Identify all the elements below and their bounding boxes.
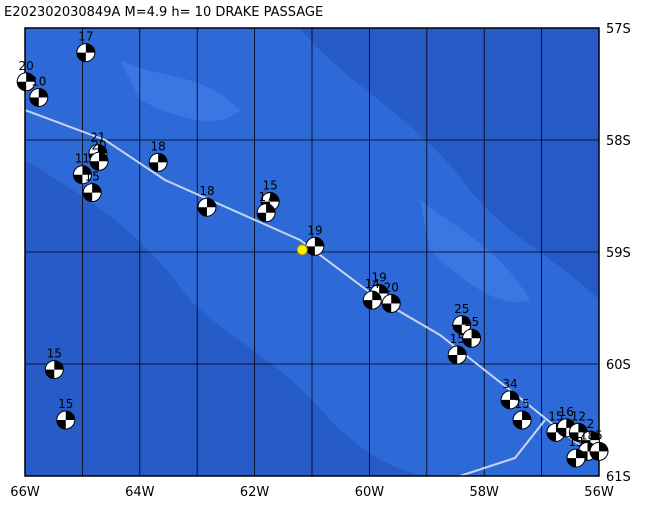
focal-mechanism: [256, 203, 276, 223]
event-depth-label: 5: [595, 428, 603, 442]
focal-mechanism: [76, 43, 96, 63]
event-depth-label: 11: [75, 152, 90, 166]
event-depth-label: 17: [258, 190, 273, 204]
beachball-compression: [90, 152, 109, 171]
event-depth-label: 16: [559, 405, 574, 419]
y-tick-label: 60S: [606, 358, 631, 373]
event-depth-label: 21: [90, 130, 105, 144]
event-depth-label: 15: [464, 315, 479, 329]
focal-mechanism: [452, 315, 472, 335]
y-tick-label: 57S: [606, 22, 631, 37]
beachball-compression: [73, 165, 92, 184]
focal-mechanism: [500, 390, 520, 410]
event-depth-label: 34: [502, 377, 517, 391]
focal-mechanism: [148, 152, 168, 172]
beachball-compression: [305, 237, 324, 256]
event-depth-label: 18: [151, 139, 166, 153]
beachball-compression: [567, 449, 586, 468]
event-depth-label: 25: [454, 302, 469, 316]
event-depth-label: 18: [199, 184, 214, 198]
x-tick-label: 64W: [125, 485, 155, 500]
focal-mechanism: [362, 290, 382, 310]
y-tick-label: 61S: [606, 470, 631, 485]
y-tick-label: 58S: [606, 134, 631, 149]
event-depth-label: 15: [85, 170, 100, 184]
beachball-compression: [462, 329, 481, 348]
event-depth-label: 15: [548, 409, 563, 423]
event-depth-label: 12: [571, 409, 586, 423]
event-depth-label: 2: [587, 417, 595, 431]
event-depth-label: 14: [365, 277, 380, 291]
focal-mechanism: [29, 87, 49, 107]
beachball-compression: [363, 291, 382, 310]
beachball-compression: [83, 183, 102, 202]
event-depth-label: 15: [262, 179, 277, 193]
focal-mechanism: [512, 410, 532, 430]
event-depth-label: 15: [450, 332, 465, 346]
focal-mechanism: [56, 410, 76, 430]
x-tick-label: 60W: [355, 485, 385, 500]
beachball-compression: [590, 442, 608, 461]
focal-mechanism: [197, 197, 217, 217]
beachball-compression: [17, 72, 36, 91]
event-depth-label: 19: [307, 223, 322, 237]
focal-mechanism: [16, 72, 36, 92]
beachball-compression: [557, 418, 576, 437]
event-depth-label: 20: [19, 59, 34, 73]
event-depth-label: 15: [47, 347, 62, 361]
x-tick-label: 58W: [469, 485, 499, 500]
beachball-compression: [569, 423, 588, 442]
x-tick-label: 66W: [10, 485, 40, 500]
event-depth-label: 15: [58, 397, 73, 411]
beachball-compression: [448, 346, 467, 365]
focal-mechanism: [381, 294, 401, 314]
beachball-compression: [45, 360, 64, 379]
x-tick-label: 62W: [240, 485, 270, 500]
beachball-compression: [257, 203, 276, 222]
event-depth-label: 19: [372, 270, 387, 284]
map-title: E202302030849A M=4.9 h= 10 DRAKE PASSAGE: [4, 5, 323, 20]
event-depth-label: 20: [91, 138, 106, 152]
focal-mechanism: [305, 236, 325, 256]
event-depth-label: 20: [384, 281, 399, 295]
focal-mechanism: [566, 448, 586, 468]
event-depth-label: 10: [31, 74, 46, 88]
event-depth-label: 17: [78, 30, 93, 44]
focal-mechanism: [44, 360, 64, 380]
events: [16, 43, 609, 468]
x-tick-label: 56W: [584, 485, 614, 500]
focal-mechanism: [72, 165, 92, 185]
beachball-compression: [197, 198, 216, 217]
focal-mechanism: [589, 441, 609, 461]
epicenter: [296, 244, 308, 256]
map-frame: [24, 27, 600, 477]
beachball-compression: [56, 411, 75, 429]
beachball-compression: [382, 294, 401, 313]
beachball-compression: [29, 88, 48, 107]
beachball-compression: [513, 411, 532, 429]
event-depth-label: 15: [514, 397, 529, 411]
beachball-compression: [501, 390, 520, 409]
event-depth-label: 18: [580, 428, 595, 442]
bathymetry: [25, 28, 599, 476]
event-depth-label: 15: [568, 435, 583, 449]
y-tick-label: 59S: [606, 246, 631, 261]
beachball-compression: [76, 43, 95, 62]
focal-mechanism: [89, 151, 109, 171]
beachball-compression: [452, 315, 471, 334]
focal-mechanism: [462, 328, 482, 348]
focal-mechanism: [82, 183, 102, 203]
beachball-compression: [149, 153, 168, 172]
focal-mechanism: [447, 345, 467, 365]
